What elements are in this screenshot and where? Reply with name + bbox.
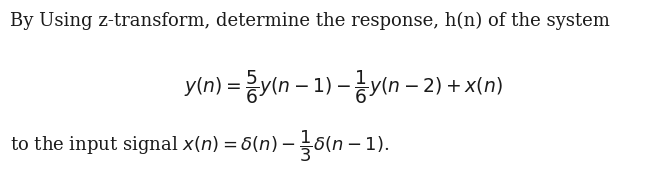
Text: to the input signal $x(n) = \delta(n) - \dfrac{1}{3}\delta(n-1)$.: to the input signal $x(n) = \delta(n) - … <box>10 128 389 164</box>
Text: $y(n) = \dfrac{5}{6}y(n-1) - \dfrac{1}{6}y(n-2) + x(n)$: $y(n) = \dfrac{5}{6}y(n-1) - \dfrac{1}{6… <box>184 68 502 106</box>
Text: By Using z-transform, determine the response, h(n) of the system: By Using z-transform, determine the resp… <box>10 12 610 30</box>
